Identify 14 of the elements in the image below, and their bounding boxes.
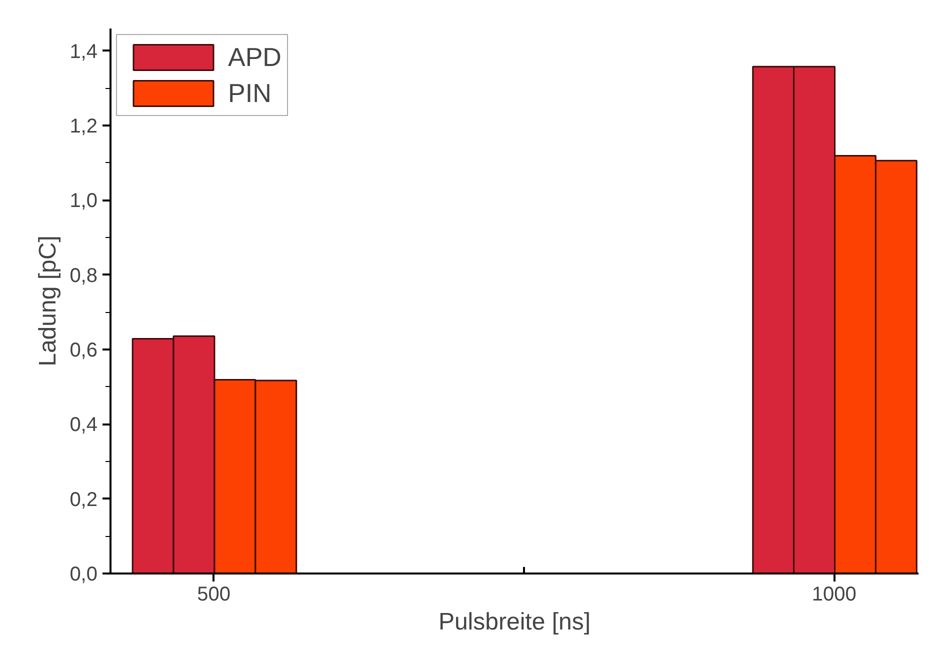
y-tick-label: 0,8 [70, 264, 98, 287]
x-tick-label: 500 [197, 584, 231, 606]
y-tick-label: 1,4 [70, 40, 98, 63]
y-tick-label: 0,0 [70, 564, 98, 586]
y-tick-label: 1,2 [70, 116, 98, 138]
x-tick-label: 1000 [812, 584, 856, 606]
y-tick-label: 0,2 [70, 488, 98, 511]
y-tick-label: 0,4 [70, 414, 98, 436]
legend-label: APD [228, 42, 282, 72]
x-axis-title: Pulsbreite [ns] [438, 608, 591, 636]
y-tick-label: 1,0 [70, 190, 98, 212]
y-axis-title: Ladung [pC] [34, 236, 62, 366]
y-tick-label: 0,6 [70, 340, 98, 362]
legend-label: PIN [228, 78, 272, 108]
